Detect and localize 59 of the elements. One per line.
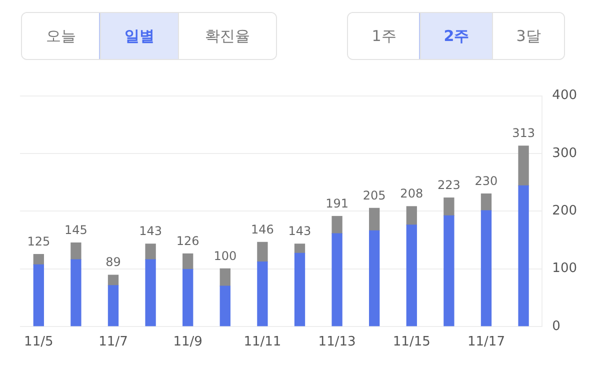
bar — [294, 244, 306, 254]
y-tick-label: 300 — [552, 146, 578, 161]
text: 1주 — [348, 13, 420, 59]
text: 일별 — [100, 13, 178, 59]
bar — [108, 285, 119, 326]
y-tick-label: 200 — [552, 203, 578, 218]
text: 2주 — [420, 13, 492, 59]
total-label: 143 — [139, 224, 162, 238]
bar — [70, 259, 82, 326]
bar — [332, 233, 342, 326]
bar — [444, 215, 454, 326]
total-label: 126 — [176, 234, 200, 248]
bar — [369, 230, 380, 326]
bar — [406, 206, 417, 226]
bar — [220, 268, 230, 286]
total-label: 313 — [512, 126, 535, 140]
bar — [294, 252, 306, 326]
bar — [480, 210, 492, 326]
x-tick-label: 11/17 — [468, 334, 505, 350]
y-tick-label: 100 — [552, 261, 578, 276]
bar — [369, 208, 380, 232]
bar — [33, 254, 44, 266]
total-label: 143 — [288, 224, 312, 238]
bar — [518, 146, 529, 186]
x-tick-label: 11/13 — [318, 334, 356, 350]
y-tick-label: 0 — [552, 318, 560, 334]
text: 오늘 — [22, 13, 100, 59]
bar — [220, 286, 230, 326]
bar — [182, 253, 194, 270]
x-tick-label: 11/9 — [173, 334, 202, 350]
total-label: 145 — [64, 222, 88, 237]
total-label: 230 — [474, 174, 498, 188]
total-label: 223 — [437, 178, 460, 192]
y-tick-label: 400 — [552, 88, 578, 104]
text: 3달 — [492, 13, 564, 59]
total-label: 191 — [326, 196, 348, 210]
bar — [145, 259, 156, 326]
bar — [182, 268, 194, 326]
bar — [70, 242, 82, 260]
x-tick-label: 11/11 — [244, 334, 282, 350]
total-label: 208 — [400, 186, 424, 201]
bar — [332, 216, 342, 234]
text: 확진율 — [178, 13, 276, 59]
total-label: 125 — [27, 234, 50, 248]
bar — [518, 185, 529, 326]
bar — [444, 198, 454, 216]
total-label: 146 — [250, 222, 274, 236]
bar — [33, 264, 44, 326]
total-label: 100 — [214, 248, 237, 263]
bar — [145, 244, 156, 260]
bar — [257, 262, 268, 326]
bar — [257, 242, 268, 262]
bar — [406, 224, 417, 326]
bar — [480, 193, 492, 211]
x-tick-label: 11/15 — [392, 334, 430, 350]
total-label: 89 — [106, 255, 121, 270]
total-label: 205 — [362, 188, 386, 202]
x-tick-label: 11/7 — [98, 334, 128, 350]
x-tick-label: 11/5 — [24, 334, 54, 350]
